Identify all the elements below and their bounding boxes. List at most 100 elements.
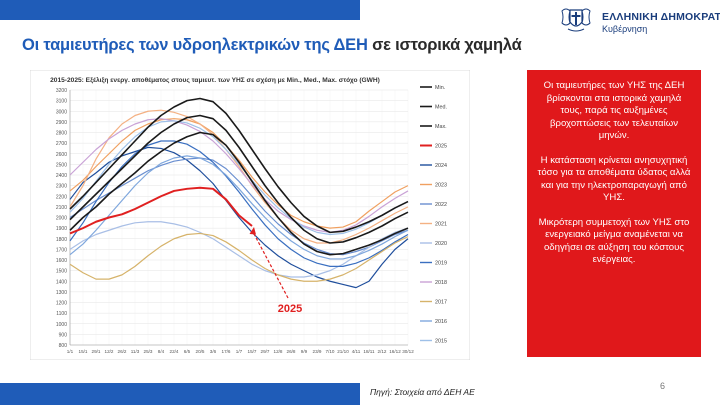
legend-label: 2023 bbox=[435, 183, 447, 189]
x-tick-label: 7/10 bbox=[326, 349, 335, 354]
x-tick-label: 29/1 bbox=[92, 349, 101, 354]
annotation-arrowhead bbox=[249, 227, 256, 235]
legend-label: Min. bbox=[435, 85, 445, 91]
info-paragraph-1: Οι ταμιευτήρες των ΥΗΣ της ΔΕΗ βρίσκοντα… bbox=[543, 80, 685, 141]
y-tick-label: 800 bbox=[59, 343, 68, 349]
y-tick-label: 1700 bbox=[56, 247, 67, 253]
y-tick-label: 3100 bbox=[56, 99, 67, 105]
x-tick-label: 29/7 bbox=[261, 349, 270, 354]
top-accent-bar bbox=[0, 0, 360, 20]
y-tick-label: 2600 bbox=[56, 152, 67, 158]
greek-coat-of-arms-logo bbox=[561, 8, 591, 32]
series-line-2024 bbox=[69, 146, 409, 289]
y-tick-label: 2500 bbox=[56, 162, 67, 168]
series-line-2017 bbox=[69, 232, 409, 282]
x-tick-label: 16/12 bbox=[389, 349, 401, 354]
legend-label: 2016 bbox=[435, 319, 447, 325]
legend-label: 2019 bbox=[435, 261, 447, 267]
y-tick-label: 1900 bbox=[56, 226, 67, 232]
x-tick-label: 25/3 bbox=[144, 349, 153, 354]
annotation-arrow bbox=[252, 231, 289, 299]
bottom-accent-bar bbox=[0, 383, 360, 405]
chart-frame bbox=[30, 70, 470, 360]
x-tick-label: 26/8 bbox=[287, 349, 296, 354]
series-line-2018 bbox=[69, 118, 409, 233]
x-tick-label: 3/6 bbox=[210, 349, 217, 354]
chart-axes: 800 900 1000 1100 1200 1300 1400 1500 1600 1700 18… bbox=[56, 88, 414, 354]
x-tick-label: 9/9 bbox=[301, 349, 308, 354]
y-tick-label: 2200 bbox=[56, 194, 67, 200]
info-box: Οι ταμιευτήρες των ΥΗΣ της ΔΕΗ βρίσκοντα… bbox=[527, 70, 701, 357]
x-tick-label: 15/7 bbox=[248, 349, 257, 354]
x-tick-label: 26/2 bbox=[118, 349, 127, 354]
series-line-2025 bbox=[69, 186, 253, 235]
y-tick-label: 3000 bbox=[56, 109, 67, 115]
series-line-2021 bbox=[69, 109, 409, 244]
legend-label: 2017 bbox=[435, 300, 447, 306]
x-tick-label: 2/12 bbox=[378, 349, 387, 354]
y-tick-label: 2000 bbox=[56, 216, 67, 222]
legend-label: Med. bbox=[435, 105, 447, 111]
annotation-label: 2025 bbox=[278, 303, 302, 315]
y-tick-label: 2800 bbox=[56, 131, 67, 137]
reservoir-levels-chart: 2015-2025: Εξέλιξη ενεργ. αποθέματος στο… bbox=[30, 70, 470, 360]
info-paragraph-2: Η κατάσταση κρίνεται ανησυχητική τόσο γι… bbox=[537, 154, 691, 204]
series-line-2020 bbox=[69, 221, 409, 278]
x-tick-label: 21/10 bbox=[337, 349, 349, 354]
x-tick-label: 6/5 bbox=[184, 349, 191, 354]
series-line-2015 bbox=[69, 120, 409, 236]
legend-label: 2025 bbox=[435, 144, 447, 150]
x-tick-label: 11/3 bbox=[131, 349, 140, 354]
y-tick-label: 1800 bbox=[56, 237, 67, 243]
series-line-max bbox=[69, 97, 409, 234]
x-tick-label: 4/11 bbox=[352, 349, 361, 354]
legend-label: 2018 bbox=[435, 280, 447, 286]
source-note: Πηγή: Στοιχεία από ΔΕΗ ΑΕ bbox=[370, 387, 475, 397]
chart-series bbox=[69, 97, 409, 289]
legend-label: 2022 bbox=[435, 202, 447, 208]
x-tick-label: 8/4 bbox=[158, 349, 165, 354]
y-tick-label: 2300 bbox=[56, 184, 67, 190]
series-line-2022 bbox=[69, 157, 409, 256]
chart-legend: Min. Med. Max. 2025 2024 2023 2022 2021 2020 2019… bbox=[420, 85, 447, 345]
x-tick-label: 23/9 bbox=[313, 349, 322, 354]
y-tick-label: 1400 bbox=[56, 279, 67, 285]
x-tick-label: 1/1 bbox=[67, 349, 74, 354]
series-line-2016 bbox=[69, 155, 409, 260]
y-tick-label: 2700 bbox=[56, 141, 67, 147]
x-tick-label: 18/11 bbox=[363, 349, 375, 354]
y-tick-label: 2900 bbox=[56, 120, 67, 126]
x-tick-label: 17/6 bbox=[222, 349, 231, 354]
government-name: ΕΛΛΗΝΙΚΗ ΔΗΜΟΚΡΑΤΙΑ bbox=[602, 11, 720, 23]
y-tick-label: 1000 bbox=[56, 322, 67, 328]
series-line-2019 bbox=[69, 140, 409, 267]
legend-label: 2021 bbox=[435, 222, 447, 228]
y-tick-label: 2400 bbox=[56, 173, 67, 179]
chart-annotation: 2025 bbox=[249, 227, 302, 315]
legend-label: 2024 bbox=[435, 163, 447, 169]
x-tick-label: 12/8 bbox=[274, 349, 283, 354]
x-tick-label: 30/12 bbox=[402, 349, 414, 354]
x-tick-label: 12/2 bbox=[105, 349, 114, 354]
legend-label: 2020 bbox=[435, 241, 447, 247]
y-tick-label: 1300 bbox=[56, 290, 67, 296]
y-tick-label: 900 bbox=[59, 332, 68, 338]
y-tick-label: 1600 bbox=[56, 258, 67, 264]
legend-label: Max. bbox=[435, 124, 447, 130]
x-tick-label: 22/4 bbox=[170, 349, 179, 354]
info-paragraph-3: Μικρότερη συμμετοχή των ΥΗΣ στο ενεργεια… bbox=[538, 216, 690, 266]
x-tick-label: 15/1 bbox=[79, 349, 88, 354]
y-tick-label: 1100 bbox=[56, 311, 67, 317]
y-tick-label: 3200 bbox=[56, 88, 67, 94]
series-line-med bbox=[69, 114, 409, 244]
y-tick-label: 1500 bbox=[56, 269, 67, 275]
slide-title-main: Οι ταμιευτήρες των υδροηλεκτρικών της ΔΕ… bbox=[22, 36, 368, 54]
series-line-min bbox=[69, 131, 409, 256]
y-tick-label: 1200 bbox=[56, 301, 67, 307]
y-tick-label: 2100 bbox=[56, 205, 67, 211]
page-number: 6 bbox=[660, 381, 666, 391]
legend-label: 2015 bbox=[435, 339, 447, 345]
chart-title: 2015-2025: Εξέλιξη ενεργ. αποθέματος στο… bbox=[50, 76, 380, 84]
x-tick-label: 20/5 bbox=[196, 349, 205, 354]
government-subtitle: Κυβέρνηση bbox=[602, 24, 648, 34]
